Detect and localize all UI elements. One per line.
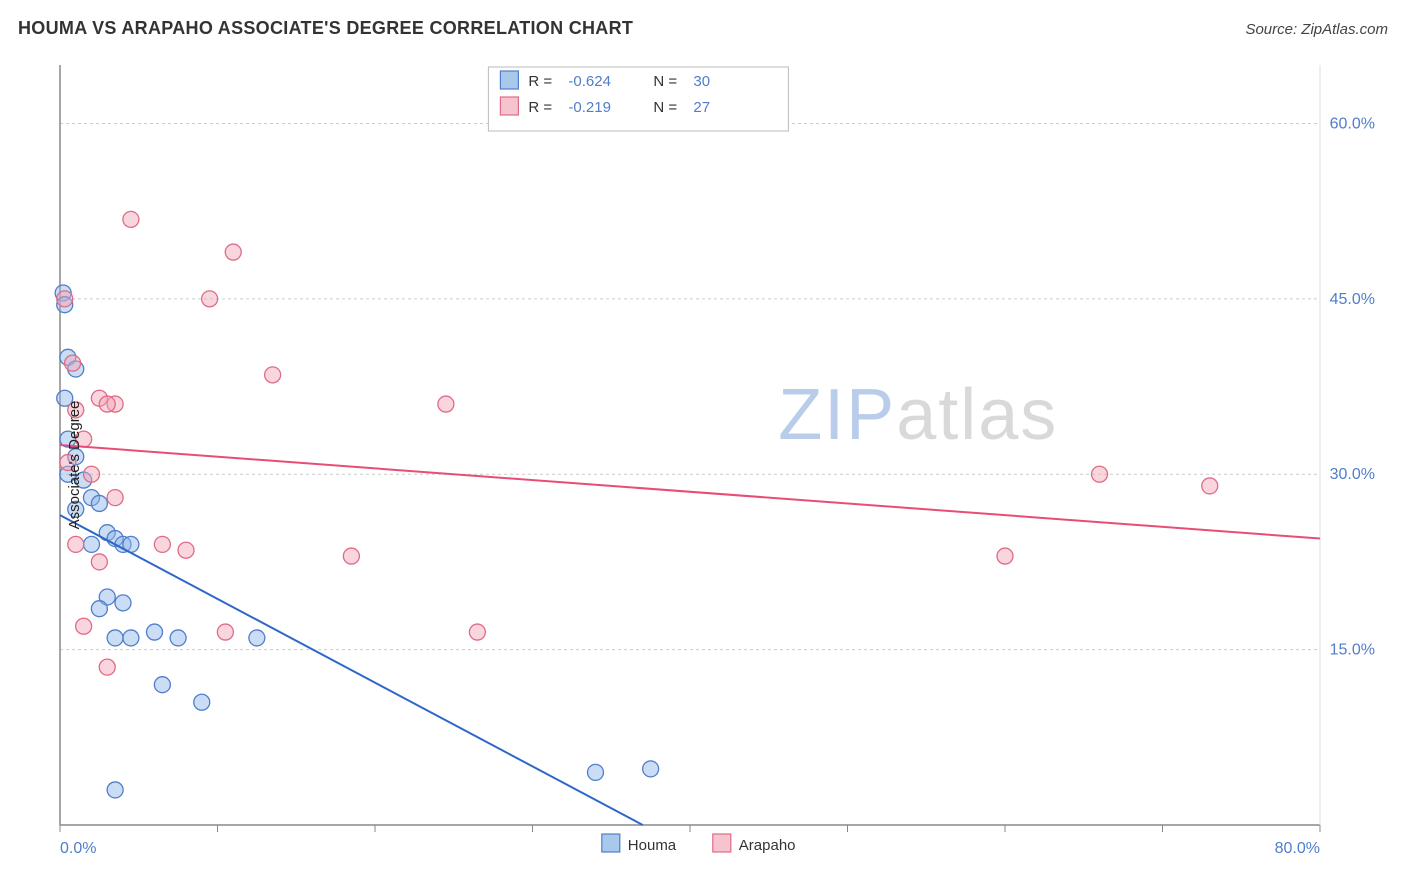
y-tick-label: 30.0%: [1330, 466, 1375, 483]
legend-n-value: 30: [693, 73, 710, 90]
legend-swatch: [500, 97, 518, 115]
data-point: [170, 630, 186, 646]
data-point: [99, 659, 115, 675]
data-point: [997, 548, 1013, 564]
data-point: [178, 542, 194, 558]
legend-n-value: 27: [693, 99, 710, 116]
legend-r-label: R =: [528, 99, 552, 116]
watermark: ZIPatlas: [778, 375, 1058, 455]
series-swatch: [602, 834, 620, 852]
data-point: [1202, 478, 1218, 494]
data-point: [91, 554, 107, 570]
legend-r-label: R =: [528, 73, 552, 90]
data-point: [154, 536, 170, 552]
data-point: [154, 677, 170, 693]
legend-n-label: N =: [653, 73, 677, 90]
x-tick-label: 0.0%: [60, 840, 96, 857]
data-point: [99, 396, 115, 412]
data-point: [147, 624, 163, 640]
data-point: [265, 367, 281, 383]
data-point: [107, 490, 123, 506]
series-swatch: [713, 834, 731, 852]
data-point: [202, 291, 218, 307]
data-point: [217, 624, 233, 640]
data-point: [84, 466, 100, 482]
data-point: [91, 495, 107, 511]
y-tick-label: 60.0%: [1330, 115, 1375, 132]
data-point: [65, 355, 81, 371]
data-point: [123, 211, 139, 227]
data-point: [469, 624, 485, 640]
y-tick-label: 15.0%: [1330, 642, 1375, 659]
data-point: [438, 396, 454, 412]
legend-r-value: -0.624: [568, 73, 611, 90]
data-point: [194, 694, 210, 710]
data-point: [107, 630, 123, 646]
data-point: [76, 618, 92, 634]
data-point: [107, 782, 123, 798]
data-point: [588, 764, 604, 780]
legend-r-value: -0.219: [568, 99, 611, 116]
data-point: [225, 244, 241, 260]
legend-swatch: [500, 71, 518, 89]
data-point: [643, 761, 659, 777]
data-point: [84, 536, 100, 552]
data-point: [123, 630, 139, 646]
data-point: [343, 548, 359, 564]
series-label: Houma: [628, 837, 677, 854]
y-axis-label: Associate's Degree: [66, 401, 83, 530]
scatter-chart: ZIPatlas 0.0% 80.0% 15.0% 30.0% 45.0% 60.0% R =…: [18, 55, 1388, 875]
data-point: [115, 595, 131, 611]
y-tick-label: 45.0%: [1330, 291, 1375, 308]
chart-container: Associate's Degree ZIPatlas 0.0% 80.0% 15.0…: [18, 55, 1388, 875]
chart-source: Source: ZipAtlas.com: [1245, 21, 1388, 38]
regression-line: [60, 445, 1320, 539]
data-point: [1092, 466, 1108, 482]
chart-title: HOUMA VS ARAPAHO ASSOCIATE'S DEGREE CORR…: [18, 18, 633, 39]
legend-n-label: N =: [653, 99, 677, 116]
data-point: [57, 291, 73, 307]
x-tick-label: 80.0%: [1275, 840, 1320, 857]
series-label: Arapaho: [739, 837, 796, 854]
data-point: [68, 536, 84, 552]
data-point: [249, 630, 265, 646]
data-point: [91, 601, 107, 617]
